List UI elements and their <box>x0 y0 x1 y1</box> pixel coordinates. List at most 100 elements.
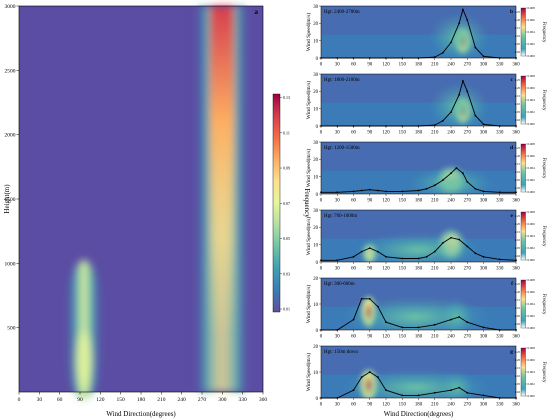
sub-x-tick-label: 90 <box>367 199 372 204</box>
sub-colorbar-left-tick-label: 0.05 <box>515 246 521 250</box>
density-blob <box>339 369 492 398</box>
sub-x-tick-label: 90 <box>367 267 372 272</box>
sub-x-tick-label: 180 <box>415 63 423 68</box>
sub-colorbar-left-tick-label: 0.02 <box>515 118 521 122</box>
frequency-point <box>433 250 436 253</box>
sub-y-tick-label: 20 <box>313 277 318 282</box>
sub-y-axis-label: Wind Speed(m/s) <box>305 353 312 392</box>
sub-y-axis-label: Wind Speed(m/s) <box>305 285 312 324</box>
sub-x-tick-label: 90 <box>367 403 372 408</box>
sub-colorbar-left-tick-label: 0.25 <box>515 282 521 286</box>
sub-x-tick-label: 0 <box>320 131 323 136</box>
sub-colorbar-left-tick-label: 0.05 <box>515 42 521 46</box>
frequency-point <box>482 255 485 258</box>
frequency-point <box>352 318 355 321</box>
frequency-point <box>385 190 387 193</box>
frequency-point <box>368 297 371 300</box>
sub-y-tick-label: 20 <box>313 158 318 163</box>
sub-panel-label: Hgt: 2400-2700m <box>324 10 360 15</box>
main-heatmap-panel: a 0 30 60 90 120 150 180 210 240 270 300 330 360 500… <box>3 4 311 418</box>
frequency-point <box>368 371 371 373</box>
sub-colorbar-left-tick-label: 0.15 <box>515 162 521 166</box>
frequency-point <box>466 90 469 93</box>
main-colorbar-tick-label: 0.11 <box>283 130 290 135</box>
main-x-tick-label: 300 <box>218 397 227 403</box>
sub-x-tick-label: 120 <box>382 335 390 340</box>
sub-x-tick-label: 210 <box>431 131 439 136</box>
frequency-point <box>462 8 464 11</box>
sub-y-axis-label: Wind Speed(m/s) <box>305 149 312 188</box>
sub-x-tick-label: 30 <box>335 335 340 340</box>
sub-colorbar-left-tick-label: 0.05 <box>515 110 521 114</box>
frequency-line <box>321 167 516 193</box>
sub-colorbar-right-tick-label: 0.000 <box>528 54 536 58</box>
sub-y-tick-label: 30 <box>313 141 318 146</box>
sub-x-tick-label: 270 <box>464 131 472 136</box>
sub-x-tick-label: 300 <box>480 403 488 408</box>
sub-colorbar-left-tick-label: 0.15 <box>515 298 521 302</box>
sub-colorbar <box>520 143 526 193</box>
sub-x-tick-label: 240 <box>447 335 455 340</box>
frequency-point <box>450 236 452 239</box>
sub-colorbar-label: Frequency <box>541 89 546 111</box>
main-y-tick-label: 2000 <box>5 133 16 139</box>
sub-x-tick-label: 30 <box>335 131 340 136</box>
sub-colorbar-right-tick-label: 0.000 <box>528 394 536 398</box>
sub-colorbar-right-tick-label: 0.008 <box>528 142 536 146</box>
sub-x-tick-label: 150 <box>399 63 407 68</box>
frequency-point <box>360 297 363 300</box>
sub-y-tick-label: 0 <box>316 397 319 402</box>
frequency-point <box>474 46 477 49</box>
frequency-point <box>474 187 477 190</box>
sub-colorbar-left-tick-label: 0.05 <box>515 314 521 318</box>
sub-plot-upper-shade <box>321 142 516 171</box>
sub-y-tick-label: 0 <box>316 193 319 198</box>
sub-x-tick-label: 0 <box>320 403 323 408</box>
sub-x-tick-label: 210 <box>431 199 439 204</box>
sub-colorbar-left-tick-label: 0.20 <box>515 86 521 90</box>
sub-x-tick-label: 210 <box>431 63 439 68</box>
frequency-point <box>433 391 436 394</box>
sub-x-tick-label: 90 <box>367 63 372 68</box>
sub-colorbar <box>520 7 526 57</box>
sub-x-tick-label: 120 <box>382 267 390 272</box>
main-colorbar <box>272 93 281 313</box>
frequency-point <box>458 316 461 318</box>
sub-y-axis-label: Wind Speed(m/s) <box>305 81 312 120</box>
frequency-point <box>385 321 387 324</box>
frequency-point <box>466 321 469 324</box>
main-x-tick-label: 120 <box>96 397 105 403</box>
sub-x-tick-label: 270 <box>464 335 472 340</box>
sub-colorbar-right-tick-label: 0.004 <box>528 98 536 102</box>
sub-x-tick-label: 360 <box>512 403 520 408</box>
frequency-point <box>401 394 404 397</box>
sub-x-tick-label: 330 <box>496 63 504 68</box>
sub-x-tick-label: 300 <box>480 335 488 340</box>
main-x-tick-label: 60 <box>57 397 63 403</box>
frequency-point <box>352 255 355 258</box>
sub-colorbar-right-tick-label: 0.006 <box>528 290 536 294</box>
sub-x-tick-label: 270 <box>464 199 472 204</box>
frequency-point <box>458 93 461 96</box>
frequency-point <box>441 242 444 244</box>
sub-panel-g: Hgt: 150m down g 0 10 20 0 30 60 90 120 150 180 210 2… <box>305 345 546 408</box>
sub-y-tick-label: 10 <box>313 243 318 248</box>
sub-x-tick-label: 0 <box>320 335 323 340</box>
sub-x-tick-label: 210 <box>431 267 439 272</box>
sub-y-axis-label: Wind Speed(m/s) <box>305 13 312 52</box>
frequency-point <box>458 386 461 389</box>
sub-x-tick-label: 330 <box>496 403 504 408</box>
sub-colorbar-right-tick-label: 0.000 <box>528 326 536 330</box>
frequency-point <box>482 123 485 126</box>
frequency-point <box>368 247 371 250</box>
sub-x-tick-label: 150 <box>399 335 407 340</box>
main-colorbar-label: Frequency <box>303 188 311 218</box>
sub-x-tick-label: 180 <box>415 403 423 408</box>
sub-x-tick-label: 360 <box>512 131 520 136</box>
sub-x-tick-label: 120 <box>382 199 390 204</box>
frequency-point <box>376 376 379 379</box>
sub-x-tick-label: 60 <box>351 335 356 340</box>
sub-colorbar-left-tick-label: 0.25 <box>515 350 521 354</box>
frequency-point <box>482 326 485 329</box>
